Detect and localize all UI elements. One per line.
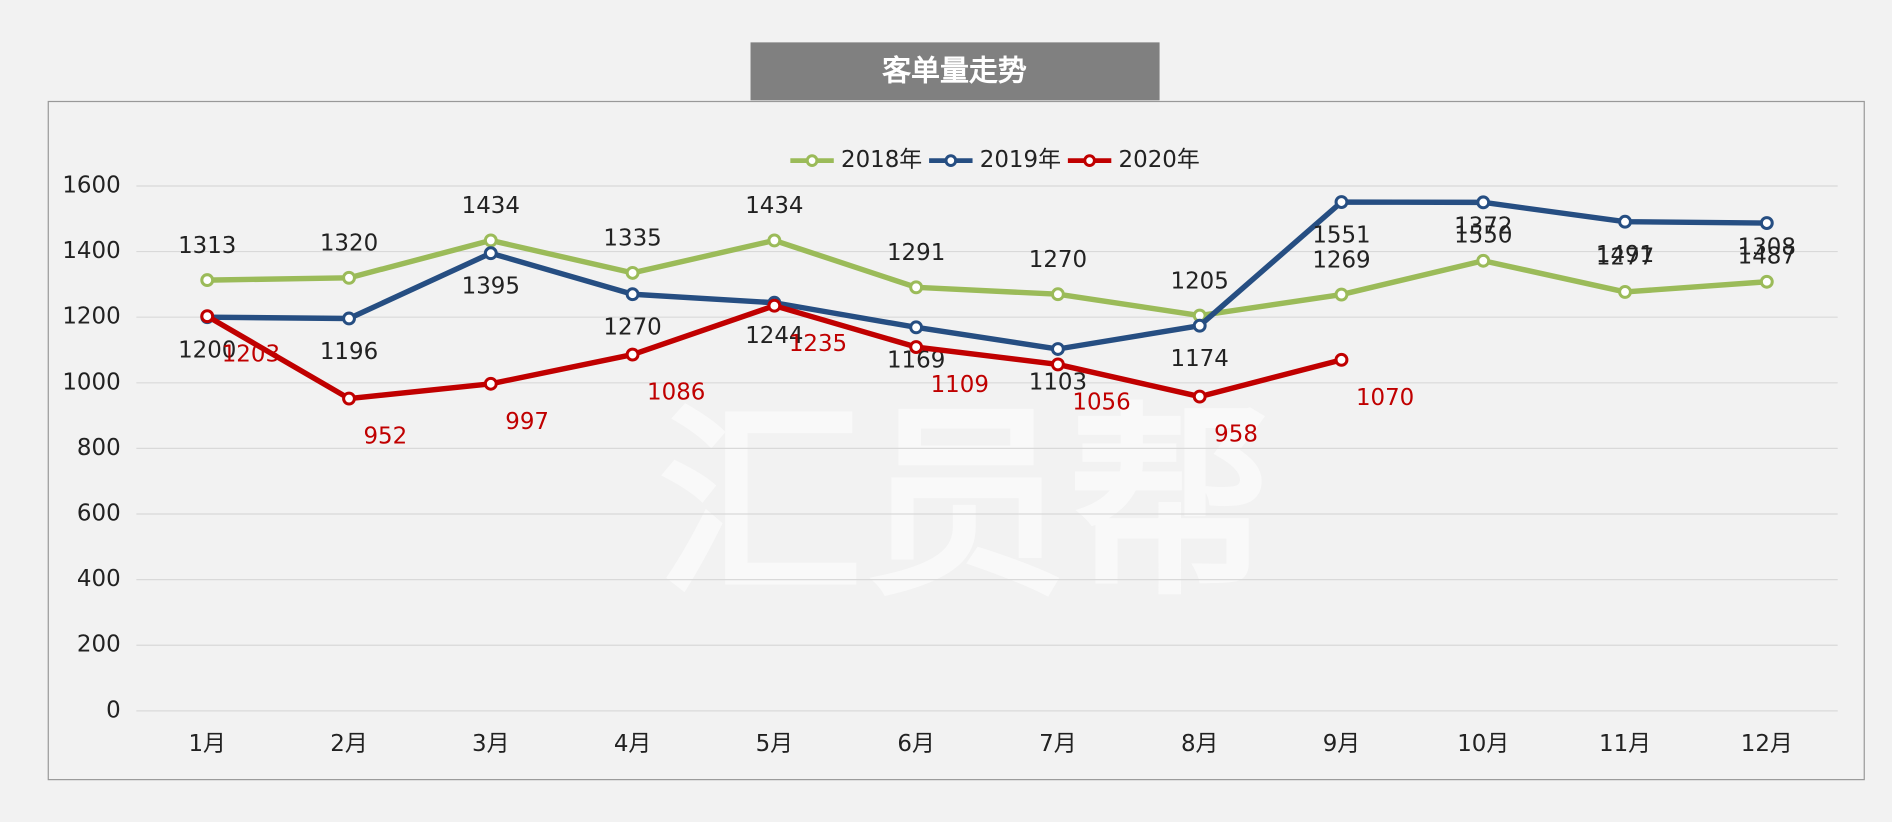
data-label: 1551 [1312, 222, 1370, 248]
x-tick-label: 9月 [1323, 731, 1360, 757]
data-label: 1434 [745, 193, 803, 219]
x-tick-label: 3月 [472, 731, 509, 757]
point [1050, 357, 1065, 372]
watermark: 汇员帮 [658, 386, 1273, 624]
x-tick-label: 4月 [614, 731, 651, 757]
point [909, 320, 924, 335]
point [483, 246, 498, 261]
x-tick-label: 5月 [756, 731, 793, 757]
data-label: 1109 [931, 372, 989, 398]
point [200, 273, 215, 288]
data-label: 1487 [1738, 243, 1796, 269]
y-tick-label: 1600 [62, 172, 120, 198]
point [625, 347, 640, 362]
data-label: 1491 [1596, 242, 1654, 268]
point [1050, 287, 1065, 302]
y-tick-label: 0 [106, 697, 121, 723]
point [1476, 195, 1491, 210]
data-label: 1200 [178, 337, 236, 363]
point [625, 265, 640, 280]
data-label: 1086 [647, 380, 705, 406]
y-tick-label: 400 [77, 566, 121, 592]
data-label: 1335 [603, 226, 661, 252]
point [1759, 274, 1774, 289]
x-tick-label: 2月 [330, 731, 367, 757]
data-label: 1196 [320, 339, 378, 365]
x-tick-label: 12月 [1741, 731, 1793, 757]
x-tick-label: 8月 [1181, 731, 1218, 757]
legend-label: 2018年 [841, 147, 922, 173]
data-label: 1313 [178, 233, 236, 259]
point [1334, 195, 1349, 209]
point [200, 309, 215, 324]
data-label: 1244 [745, 323, 803, 349]
point [1618, 214, 1632, 229]
point [1618, 284, 1632, 299]
point [1476, 253, 1491, 268]
point [909, 280, 924, 295]
data-label: 1308 [1738, 234, 1796, 260]
point [483, 376, 498, 391]
y-tick-label: 200 [77, 632, 121, 658]
point [342, 311, 356, 326]
point [625, 287, 640, 302]
point [1759, 216, 1774, 230]
point [1192, 389, 1207, 404]
data-label: 997 [505, 409, 549, 435]
data-label: 1070 [1356, 385, 1414, 411]
data-label: 1277 [1596, 245, 1654, 271]
point [342, 270, 356, 285]
point [1050, 342, 1065, 356]
data-label: 1103 [1029, 369, 1087, 395]
data-label: 1203 [222, 341, 280, 367]
y-tick-label: 1000 [62, 369, 120, 395]
point [342, 391, 356, 406]
x-tick-label: 1月 [188, 731, 225, 757]
data-label: 1269 [1312, 247, 1370, 273]
data-label: 1434 [462, 193, 520, 219]
data-label: 1291 [887, 240, 945, 266]
point [909, 340, 924, 354]
data-label: 1395 [462, 273, 520, 299]
data-label: 1235 [789, 331, 847, 357]
legend-label: 2019年 [980, 147, 1061, 173]
data-label: 952 [363, 424, 407, 450]
chart-title: 客单量走势 [882, 54, 1027, 88]
series-line [207, 199, 1767, 352]
legend-marker [1083, 154, 1096, 167]
point [767, 233, 782, 248]
point [1192, 318, 1207, 333]
data-label: 1270 [1029, 247, 1087, 273]
point [1334, 352, 1349, 367]
data-label: 1174 [1171, 346, 1229, 372]
data-label: 1205 [1171, 268, 1229, 294]
data-label: 1270 [603, 315, 661, 341]
y-tick-label: 800 [77, 435, 121, 461]
point [483, 233, 498, 248]
data-label: 1550 [1454, 223, 1512, 249]
y-tick-label: 1200 [62, 304, 120, 330]
data-label: 1056 [1072, 390, 1130, 416]
title-box [750, 42, 1160, 101]
legend-marker [944, 154, 958, 167]
legend-marker [805, 154, 819, 167]
series-line [207, 237, 1768, 319]
legend-label: 2020年 [1119, 147, 1200, 173]
x-tick-label: 11月 [1599, 731, 1651, 757]
y-tick-label: 600 [77, 501, 121, 527]
data-label: 958 [1214, 422, 1258, 448]
point [767, 298, 782, 313]
data-label: 1320 [320, 231, 378, 257]
x-tick-label: 10月 [1457, 731, 1509, 757]
x-tick-label: 6月 [897, 731, 934, 757]
x-tick-label: 7月 [1039, 731, 1076, 757]
data-label: 1372 [1454, 213, 1512, 239]
y-tick-label: 1400 [62, 238, 120, 264]
point [1334, 287, 1349, 302]
